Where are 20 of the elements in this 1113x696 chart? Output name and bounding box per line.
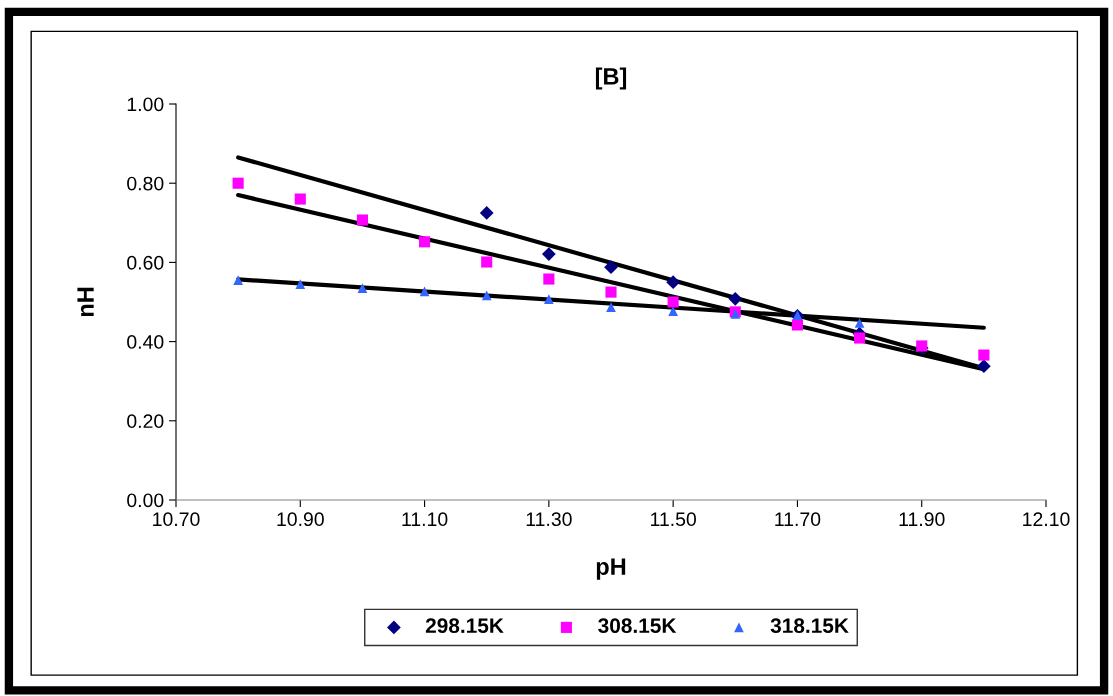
legend-label: 318.15K	[770, 618, 849, 634]
y-tick-label: 1.00	[127, 97, 164, 112]
legend-label: 298.15K	[425, 618, 504, 634]
x-tick-label: 12.10	[1023, 512, 1070, 527]
x-tick-label: 11.30	[526, 512, 572, 527]
y-tick-label: 0.00	[127, 493, 164, 508]
x-tick-label: 11.50	[651, 512, 696, 527]
x-tick-label: 11.90	[899, 512, 945, 527]
x-tick-label: 10.90	[277, 512, 324, 527]
y-tick-label: 0.40	[127, 335, 164, 349]
y-tick-label: 0.80	[127, 176, 164, 191]
y-axis-title: nH	[77, 287, 94, 317]
x-axis-title: pH	[596, 558, 626, 580]
y-tick-label: 0.20	[127, 414, 164, 429]
x-tick-label: 10.70	[153, 512, 200, 527]
legend-label: 308.15K	[598, 618, 677, 634]
x-tick-label: 11.70	[775, 512, 821, 527]
chart-title: [B]	[595, 67, 627, 90]
y-tick-label: 0.60	[127, 255, 164, 270]
x-tick-label: 11.10	[402, 512, 448, 527]
